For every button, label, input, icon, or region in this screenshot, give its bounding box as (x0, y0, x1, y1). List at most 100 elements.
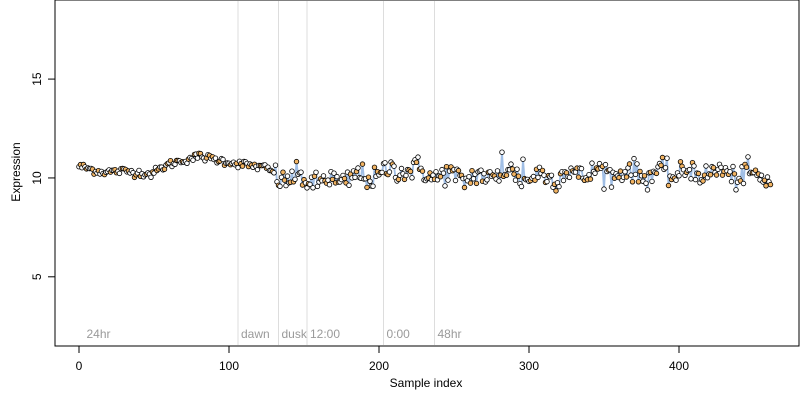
data-point (677, 159, 684, 165)
data-point (352, 174, 358, 181)
data-point (481, 170, 487, 177)
data-point (433, 169, 439, 175)
y-axis: 5 10 15 (30, 72, 56, 280)
data-point (442, 183, 448, 189)
data-point (469, 167, 475, 174)
data-point (329, 176, 336, 183)
y-tick-label: 10 (30, 171, 44, 185)
x-tick-label: 100 (219, 359, 239, 373)
data-point (326, 181, 333, 188)
annotation-label: 24hr (87, 327, 111, 341)
data-point (641, 173, 648, 179)
data-point (293, 158, 300, 165)
data-point (626, 161, 633, 167)
data-point (548, 172, 555, 178)
data-point (320, 173, 327, 179)
data-point (691, 163, 697, 169)
data-point (116, 170, 123, 177)
x-axis-label: Sample index (390, 376, 463, 390)
data-point (649, 178, 655, 185)
data-point (367, 178, 373, 184)
data-point (403, 172, 409, 179)
data-point (637, 168, 643, 175)
data-point (763, 183, 769, 189)
data-point (718, 164, 724, 171)
data-point (341, 175, 348, 182)
data-point (659, 154, 666, 161)
data-point (398, 165, 405, 172)
data-point (644, 187, 651, 193)
data-point (539, 167, 546, 174)
data-point (325, 177, 331, 183)
data-point (518, 183, 525, 190)
data-point (371, 164, 378, 170)
data-point (409, 175, 415, 181)
data-point (587, 176, 594, 182)
data-point (382, 160, 388, 166)
data-point (364, 184, 370, 191)
data-point (307, 181, 313, 188)
data-point (544, 178, 550, 185)
data-point (313, 169, 319, 175)
data-point (281, 177, 288, 183)
data-point (728, 178, 735, 185)
data-point (743, 164, 750, 170)
data-point (280, 169, 286, 175)
data-point (494, 168, 501, 174)
data-point (284, 173, 291, 179)
data-point (298, 169, 304, 175)
data-point (379, 169, 385, 176)
data-point (467, 180, 474, 186)
data-point (443, 163, 450, 170)
x-tick-label: 0 (76, 359, 83, 373)
x-tick-label: 200 (369, 359, 389, 373)
data-point (314, 183, 321, 190)
data-point (511, 171, 517, 177)
data-point (688, 176, 694, 182)
data-point (700, 178, 706, 184)
data-point (473, 180, 480, 187)
data-point (589, 160, 595, 166)
data-point (512, 177, 519, 183)
data-point (136, 167, 142, 174)
data-point (665, 182, 672, 189)
data-point (470, 176, 477, 182)
data-point (386, 169, 393, 175)
y-tick-label: 15 (30, 72, 44, 86)
data-point (515, 173, 522, 179)
data-point (415, 154, 421, 160)
data-point (541, 172, 547, 178)
data-point (466, 173, 472, 180)
data-point (566, 174, 573, 181)
data-point (437, 173, 444, 180)
data-point (496, 178, 502, 184)
data-point (622, 168, 628, 175)
data-point (662, 165, 669, 171)
data-point (692, 176, 699, 183)
x-axis: 0 100 200 300 400 (76, 345, 689, 373)
data-point (631, 155, 637, 162)
data-point (452, 177, 459, 184)
data-point (673, 177, 679, 183)
data-point (509, 166, 516, 172)
data-point (148, 174, 154, 180)
data-point (740, 180, 747, 187)
data-point (331, 170, 337, 176)
data-point (235, 164, 241, 171)
data-point (601, 186, 607, 192)
data-point (733, 187, 739, 193)
data-point (745, 154, 751, 160)
points-layer (76, 149, 774, 194)
y-tick-label: 5 (30, 273, 44, 280)
data-point (503, 172, 510, 178)
data-point (419, 168, 426, 174)
data-point (643, 180, 649, 186)
data-point (220, 156, 226, 163)
data-point (440, 170, 447, 176)
data-point (190, 157, 196, 163)
data-point (623, 174, 630, 180)
x-tick-label: 400 (669, 359, 689, 373)
data-point (707, 171, 714, 178)
data-point (407, 168, 414, 175)
